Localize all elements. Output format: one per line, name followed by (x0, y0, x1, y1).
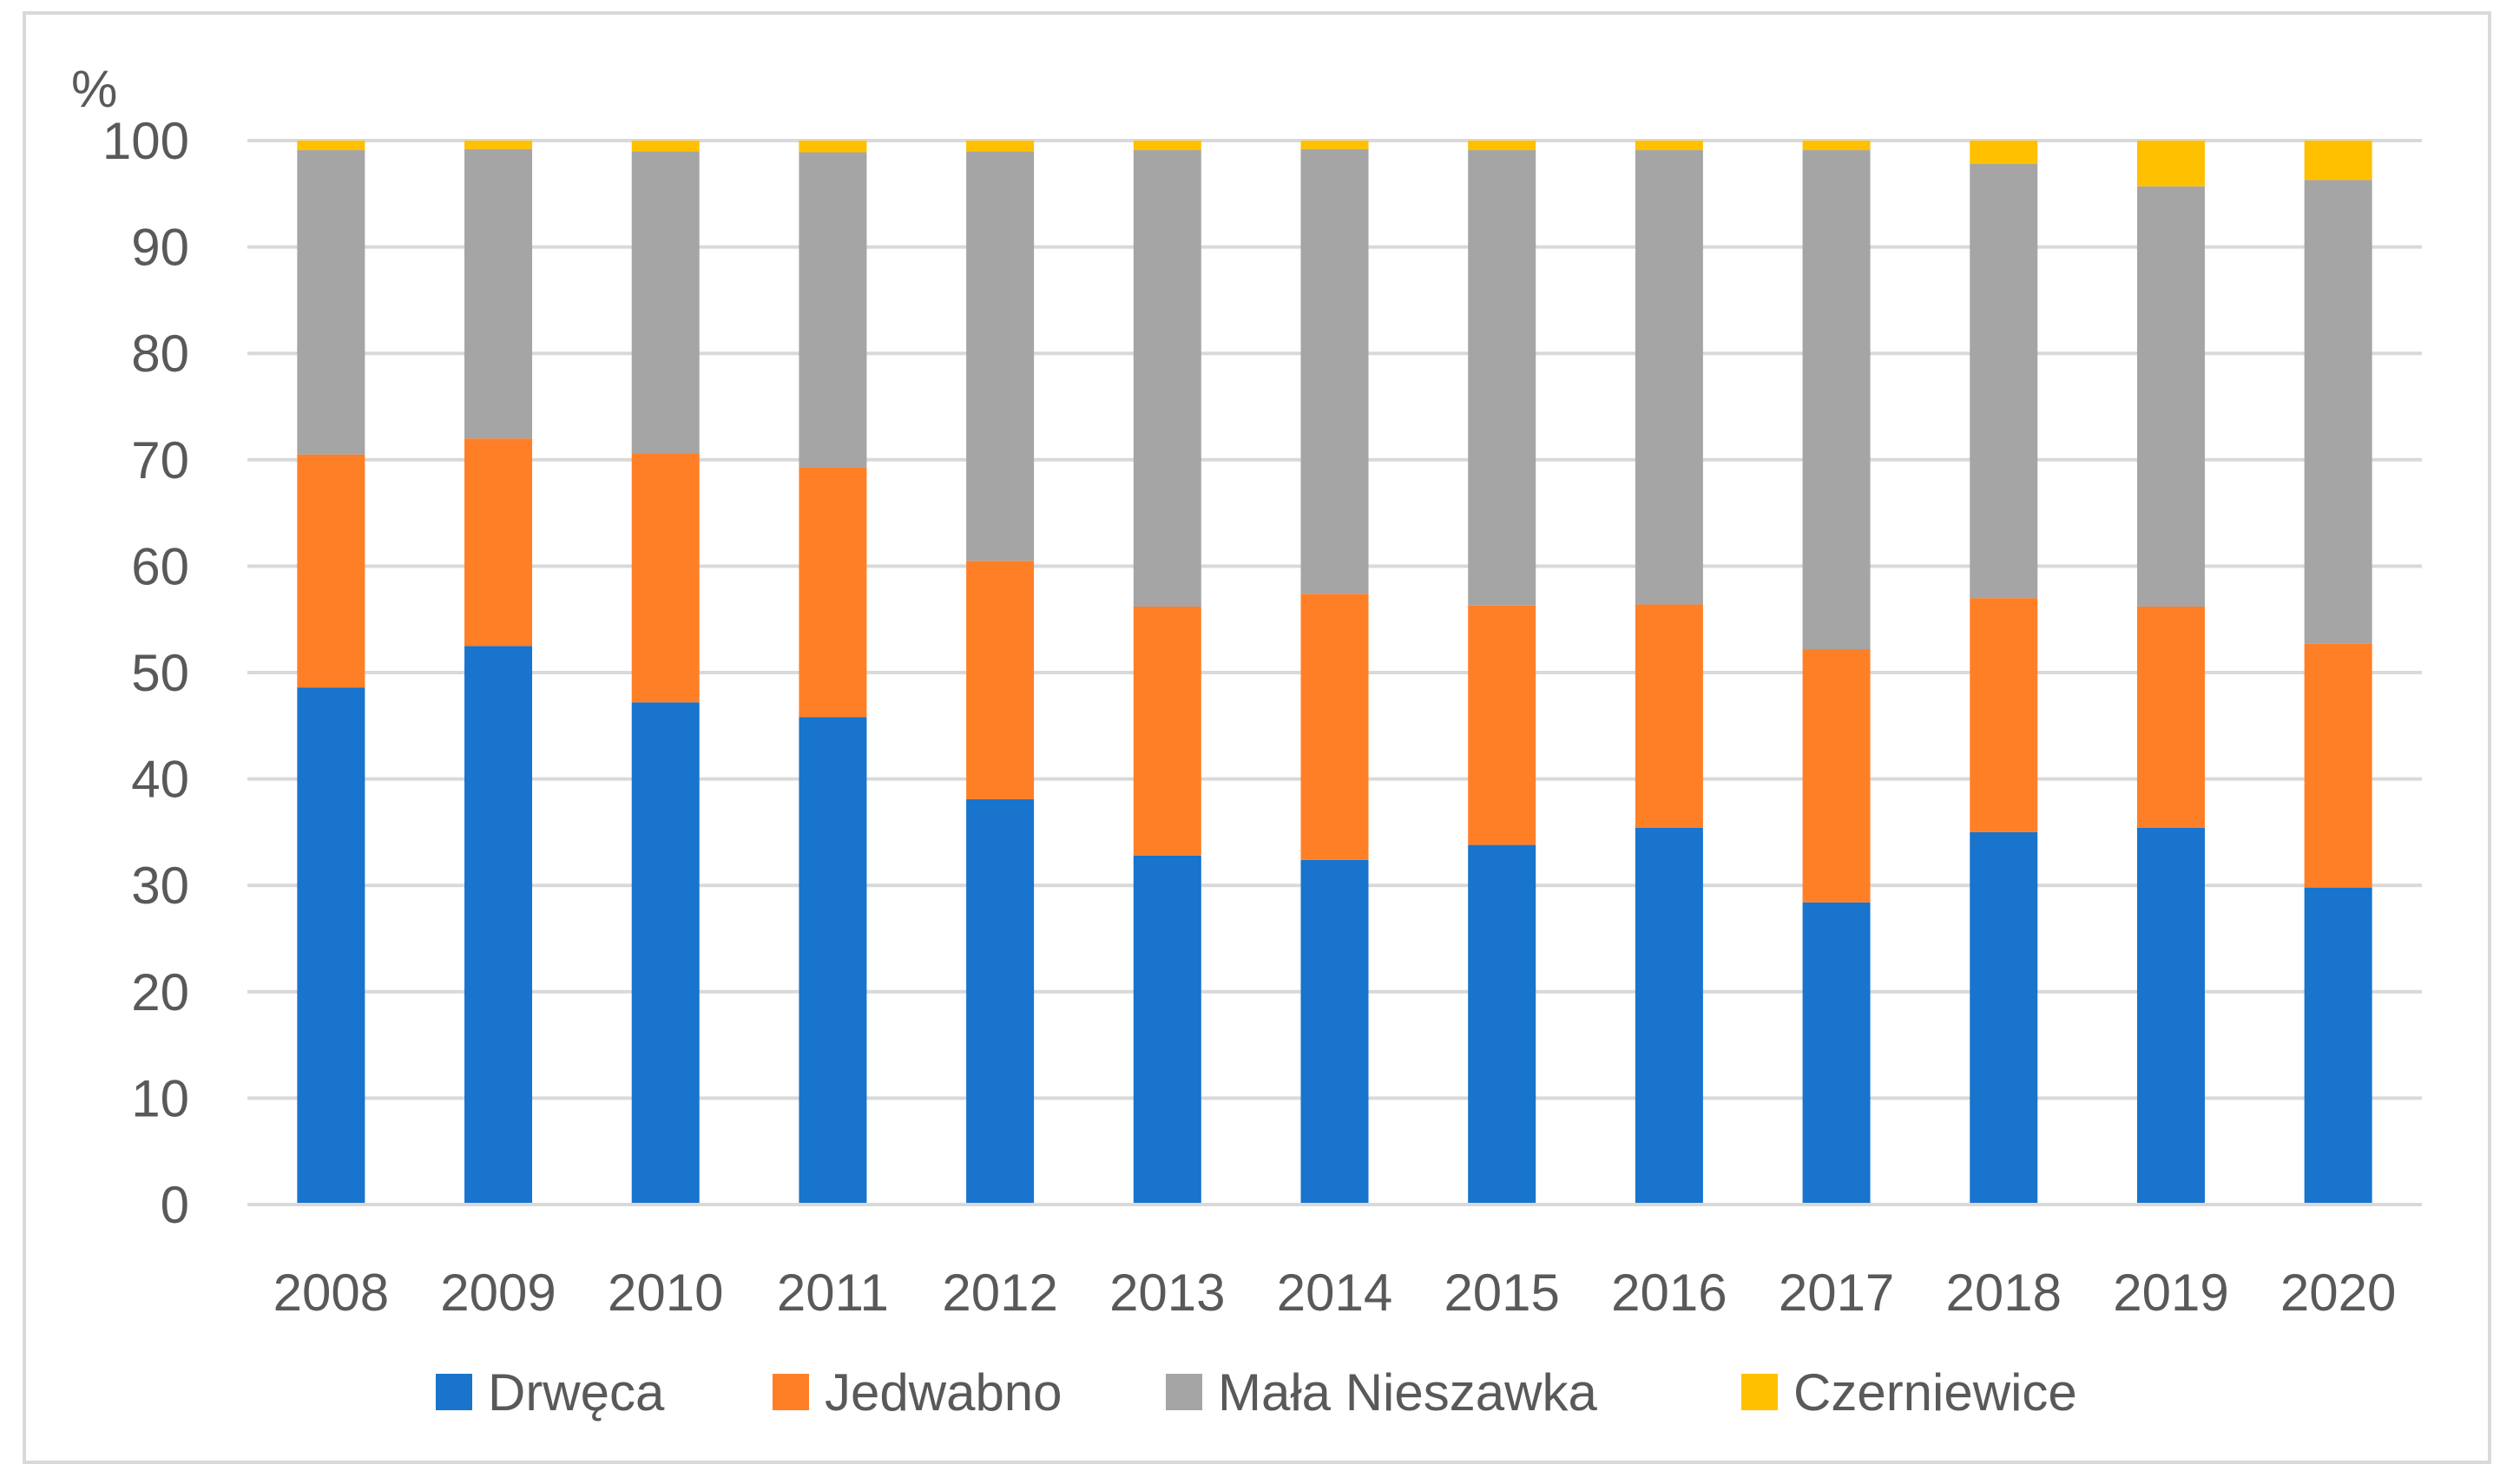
y-tick-label: 70 (131, 431, 189, 489)
bar-segment-3-2009 (464, 148, 533, 439)
bar-segment-1-2010 (631, 702, 700, 1205)
bar-segment-4-2016 (1635, 141, 1703, 151)
bar-segment-3-2012 (966, 151, 1035, 561)
y-tick-label: 0 (161, 1176, 189, 1234)
bar-segment-4-2013 (1133, 141, 1201, 151)
x-tick-label: 2010 (608, 1264, 723, 1322)
x-tick-label: 2020 (2280, 1264, 2396, 1322)
bar-segment-1-2018 (1970, 831, 2038, 1205)
bar-segment-4-2008 (297, 141, 365, 151)
x-tick-label: 2012 (942, 1264, 1057, 1322)
bar-segment-1-2019 (2136, 827, 2205, 1205)
bar-segment-2-2008 (297, 454, 365, 688)
bar-segment-2-2013 (1133, 606, 1201, 856)
bar-segment-2-2018 (1970, 598, 2038, 832)
bar-segment-1-2008 (297, 687, 365, 1205)
bar-segment-2-2017 (1802, 649, 1871, 903)
bar-segment-1-2011 (799, 717, 867, 1205)
bar-segment-4-2012 (966, 141, 1035, 152)
bar-segment-3-2008 (297, 150, 365, 455)
bar-segment-4-2010 (631, 141, 700, 152)
x-tick-label: 2018 (1946, 1264, 2062, 1322)
x-tick-label: 2009 (440, 1264, 556, 1322)
bar-segment-1-2014 (1300, 859, 1369, 1205)
bar-segment-4-2011 (799, 141, 867, 153)
y-tick-label: 50 (131, 644, 189, 702)
bar-segment-4-2017 (1802, 141, 1871, 151)
bar-segment-3-2013 (1133, 150, 1201, 607)
bar-segment-2-2020 (2304, 643, 2372, 888)
bar-segment-3-2019 (2136, 186, 2205, 607)
x-tick-label: 2019 (2113, 1264, 2228, 1322)
bar-segment-3-2016 (1635, 150, 1703, 605)
bar-segment-4-2009 (464, 141, 533, 149)
y-axis-tick-labels: 0 10 20 30 40 50 60 70 80 90 100 (102, 112, 189, 1234)
bar-segment-3-2015 (1468, 150, 1536, 606)
y-tick-label: 10 (131, 1069, 189, 1127)
bar-segment-2-2010 (631, 453, 700, 703)
bar-segment-3-2014 (1300, 148, 1369, 594)
y-tick-label: 100 (102, 112, 189, 170)
bar-segment-1-2016 (1635, 827, 1703, 1205)
x-tick-label: 2014 (1277, 1264, 1392, 1322)
bar-segment-1-2013 (1133, 855, 1201, 1205)
x-tick-label: 2011 (777, 1264, 889, 1322)
bars (297, 141, 2372, 1205)
bar-segment-3-2020 (2304, 180, 2372, 644)
y-tick-label: 40 (131, 751, 189, 809)
bar-segment-2-2016 (1635, 604, 1703, 828)
bar-segment-3-2011 (799, 152, 867, 468)
x-tick-label: 2017 (1779, 1264, 1894, 1322)
y-tick-label: 30 (131, 857, 189, 915)
bar-segment-3-2010 (631, 151, 700, 454)
bar-segment-1-2020 (2304, 887, 2372, 1205)
legend-label: Mała Nieszawka (1218, 1363, 1597, 1422)
bar-segment-2-2011 (799, 467, 867, 718)
bar-segment-4-2014 (1300, 141, 1369, 149)
bar-segment-1-2012 (966, 798, 1035, 1205)
bar-segment-2-2019 (2136, 606, 2205, 828)
legend-label: Drwęca (488, 1363, 665, 1422)
y-tick-label: 80 (131, 325, 189, 383)
y-tick-label: 60 (131, 537, 189, 595)
y-tick-label: 20 (131, 963, 189, 1021)
bar-segment-4-2020 (2304, 141, 2372, 181)
bar-segment-4-2019 (2136, 141, 2205, 187)
bar-segment-2-2009 (464, 438, 533, 647)
legend-swatch (1741, 1374, 1778, 1410)
x-tick-label: 2015 (1444, 1264, 1559, 1322)
x-axis-tick-labels: 2008 2009 2010 2011 2012 2013 2014 2015 2016 2017… (273, 1264, 2397, 1322)
y-axis-unit-label: % (71, 60, 117, 118)
bar-segment-1-2015 (1468, 844, 1536, 1205)
bar-segment-3-2017 (1802, 150, 1871, 650)
bar-segment-2-2014 (1300, 594, 1369, 860)
bar-segment-2-2012 (966, 561, 1035, 799)
bar-segment-2-2015 (1468, 605, 1536, 845)
bar-segment-4-2018 (1970, 141, 2038, 164)
bar-segment-1-2009 (464, 646, 533, 1205)
bar-segment-4-2015 (1468, 141, 1536, 151)
legend: Drwęca Jedwabno Mała Nieszawka Czerniewice (436, 1363, 2077, 1422)
bar-segment-1-2017 (1802, 902, 1871, 1205)
legend-swatch (436, 1374, 472, 1410)
chart-border (23, 11, 2491, 1464)
bar-segment-3-2018 (1970, 163, 2038, 599)
x-tick-label: 2008 (273, 1264, 389, 1322)
legend-label: Czerniewice (1793, 1363, 2077, 1422)
x-tick-label: 2016 (1611, 1264, 1727, 1322)
y-tick-label: 90 (131, 219, 189, 277)
legend-label: Jedwabno (825, 1363, 1062, 1422)
legend-swatch (1166, 1374, 1202, 1410)
x-tick-label: 2013 (1109, 1264, 1225, 1322)
legend-swatch (773, 1374, 809, 1410)
